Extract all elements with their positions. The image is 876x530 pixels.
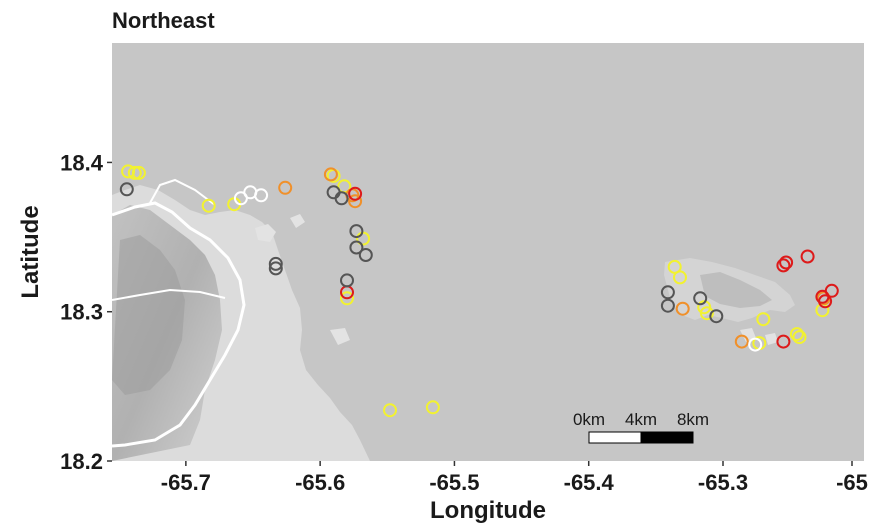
survey-point-gray	[358, 248, 373, 262]
survey-point-red	[776, 258, 791, 273]
scale-label-4: 4km	[625, 410, 657, 429]
scale-bar-segment-white	[588, 431, 642, 444]
x-tick-label: -65.4	[564, 470, 615, 495]
survey-point-yellow	[425, 400, 440, 415]
survey-point-yellow	[789, 327, 804, 342]
x-tick-label: -65.7	[161, 470, 211, 495]
x-tick-label: -65.6	[295, 470, 345, 495]
survey-point-red	[348, 186, 363, 201]
survey-point-yellow	[699, 306, 714, 321]
x-tick-label: -65.5	[429, 470, 479, 495]
map-title: Northeast	[112, 8, 215, 33]
survey-point-white	[748, 337, 763, 352]
survey-point-yellow	[792, 330, 807, 345]
survey-point-gray	[349, 240, 364, 255]
survey-point-gray	[268, 256, 283, 271]
survey-point-orange	[734, 334, 749, 349]
survey-point-gray	[119, 182, 134, 197]
x-axis: -65.7 -65.6 -65.5 -65.4 -65.3 -65	[161, 461, 868, 495]
survey-point-red	[776, 334, 791, 349]
survey-point-yellow	[127, 165, 142, 180]
scale-label-0: 0km	[573, 410, 605, 429]
x-tick-label: -65.3	[698, 470, 748, 495]
x-axis-title: Longitude	[430, 497, 546, 524]
survey-point-yellow	[201, 198, 216, 213]
y-axis: 18.2 18.3 18.4	[60, 150, 112, 474]
x-tick-label: -65	[836, 470, 868, 495]
survey-point-yellow	[756, 312, 771, 327]
survey-point-yellow	[673, 270, 687, 285]
survey-point-gray	[709, 309, 724, 324]
survey-point-yellow	[340, 291, 354, 306]
y-axis-title: Latitude	[17, 205, 44, 298]
scale-bar: 0km 4km 8km	[573, 410, 709, 444]
offshore-islets	[740, 328, 778, 345]
survey-point-orange	[278, 180, 293, 195]
road-branch-2	[149, 178, 216, 206]
survey-point-red	[800, 249, 815, 264]
survey-point-gray	[660, 285, 675, 300]
survey-point-gray	[340, 273, 354, 288]
scale-bar-segment-black	[640, 431, 694, 444]
offshore-islands-relief	[700, 272, 772, 308]
scale-label-8: 8km	[677, 410, 709, 429]
y-tick-label: 18.3	[60, 300, 103, 325]
survey-point-orange	[675, 301, 690, 316]
coastal-islets	[255, 214, 350, 345]
survey-point-gray	[660, 298, 675, 313]
survey-point-orange	[348, 194, 363, 209]
survey-points	[119, 164, 839, 418]
survey-point-gray	[268, 261, 283, 276]
road-branch	[112, 288, 226, 301]
survey-point-yellow	[383, 403, 397, 418]
mountain-relief-shadow	[112, 235, 185, 395]
y-tick-label: 18.2	[60, 449, 103, 474]
survey-point-red	[779, 255, 794, 270]
survey-point-red	[818, 294, 833, 309]
survey-point-yellow	[131, 165, 146, 180]
survey-point-gray	[693, 291, 708, 306]
highway	[112, 201, 246, 448]
survey-point-gray	[349, 224, 364, 239]
survey-point-red	[824, 283, 839, 298]
y-tick-label: 18.4	[60, 150, 104, 175]
survey-point-white	[254, 188, 269, 203]
survey-point-orange	[323, 167, 338, 182]
survey-point-gray	[334, 191, 349, 206]
